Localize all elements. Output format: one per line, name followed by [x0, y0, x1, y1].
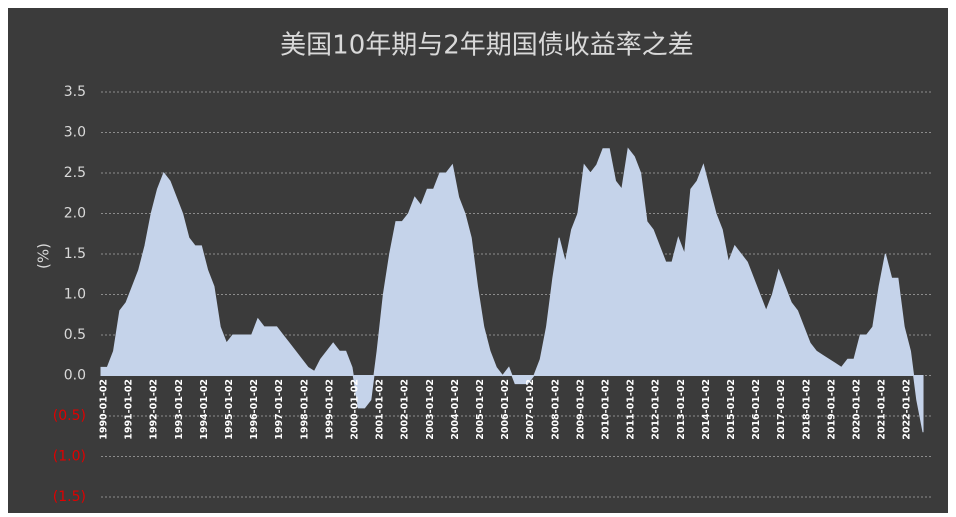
y-tick-label: (0.5) — [53, 408, 86, 424]
x-tick-label: 1993-01-02 — [174, 379, 185, 440]
y-tick-label: (1.0) — [53, 449, 86, 465]
x-tick-label: 2017-01-02 — [776, 379, 787, 440]
x-tick-label: 1998-01-02 — [299, 379, 310, 440]
y-tick-label: 1.0 — [64, 287, 86, 303]
x-tick-label: 2012-01-02 — [651, 379, 662, 440]
y-tick-label: 3.5 — [64, 84, 86, 100]
y-tick-label: 1.5 — [64, 246, 86, 262]
x-tick-label: 1999-01-02 — [324, 379, 335, 440]
x-tick-label: 1996-01-02 — [249, 379, 260, 440]
x-tick-label: 2000-01-02 — [350, 379, 361, 440]
y-tick-label: 2.0 — [64, 206, 86, 222]
x-tick-label: 2022-01-02 — [902, 379, 913, 440]
x-tick-label: 1995-01-02 — [224, 379, 235, 440]
x-tick-label: 2018-01-02 — [801, 379, 812, 440]
x-tick-label: 2011-01-02 — [626, 379, 637, 440]
x-tick-label: 2006-01-02 — [500, 379, 511, 440]
x-tick-label: 1990-01-02 — [99, 379, 110, 440]
x-tick-label: 2019-01-02 — [826, 379, 837, 440]
x-tick-label: 2003-01-02 — [425, 379, 436, 440]
x-tick-label: 2020-01-02 — [852, 379, 863, 440]
chart-title: 美国10年期与2年期国债收益率之差 — [280, 31, 694, 61]
x-tick-label: 1992-01-02 — [149, 379, 160, 440]
x-tick-label: 2009-01-02 — [575, 379, 586, 440]
x-tick-label: 2007-01-02 — [525, 379, 536, 440]
x-tick-label: 2015-01-02 — [726, 379, 737, 440]
y-tick-label: 3.0 — [64, 125, 86, 141]
y-tick-label: 2.5 — [64, 165, 86, 181]
y-tick-label: (1.5) — [53, 489, 86, 505]
x-tick-label: 2010-01-02 — [601, 379, 612, 440]
x-tick-label: 2016-01-02 — [751, 379, 762, 440]
x-tick-label: 2004-01-02 — [450, 379, 461, 440]
area — [100, 147, 924, 433]
x-tick-label: 1994-01-02 — [199, 379, 210, 440]
x-tick-label: 1991-01-02 — [124, 379, 135, 440]
x-tick-label: 2001-01-02 — [375, 379, 386, 440]
x-tick-label: 2021-01-02 — [877, 379, 888, 440]
x-tick-label: 2005-01-02 — [475, 379, 486, 440]
x-tick-label: 2008-01-02 — [550, 379, 561, 440]
y-tick-label: 0.0 — [64, 368, 86, 384]
y-tick-label: 0.5 — [64, 327, 86, 343]
y-axis-label: (%) — [35, 243, 53, 269]
x-tick-label: 2013-01-02 — [676, 379, 687, 440]
x-tick-label: 2002-01-02 — [400, 379, 411, 440]
x-tick-label: 2014-01-02 — [701, 379, 712, 440]
x-tick-label: 1997-01-02 — [274, 379, 285, 440]
